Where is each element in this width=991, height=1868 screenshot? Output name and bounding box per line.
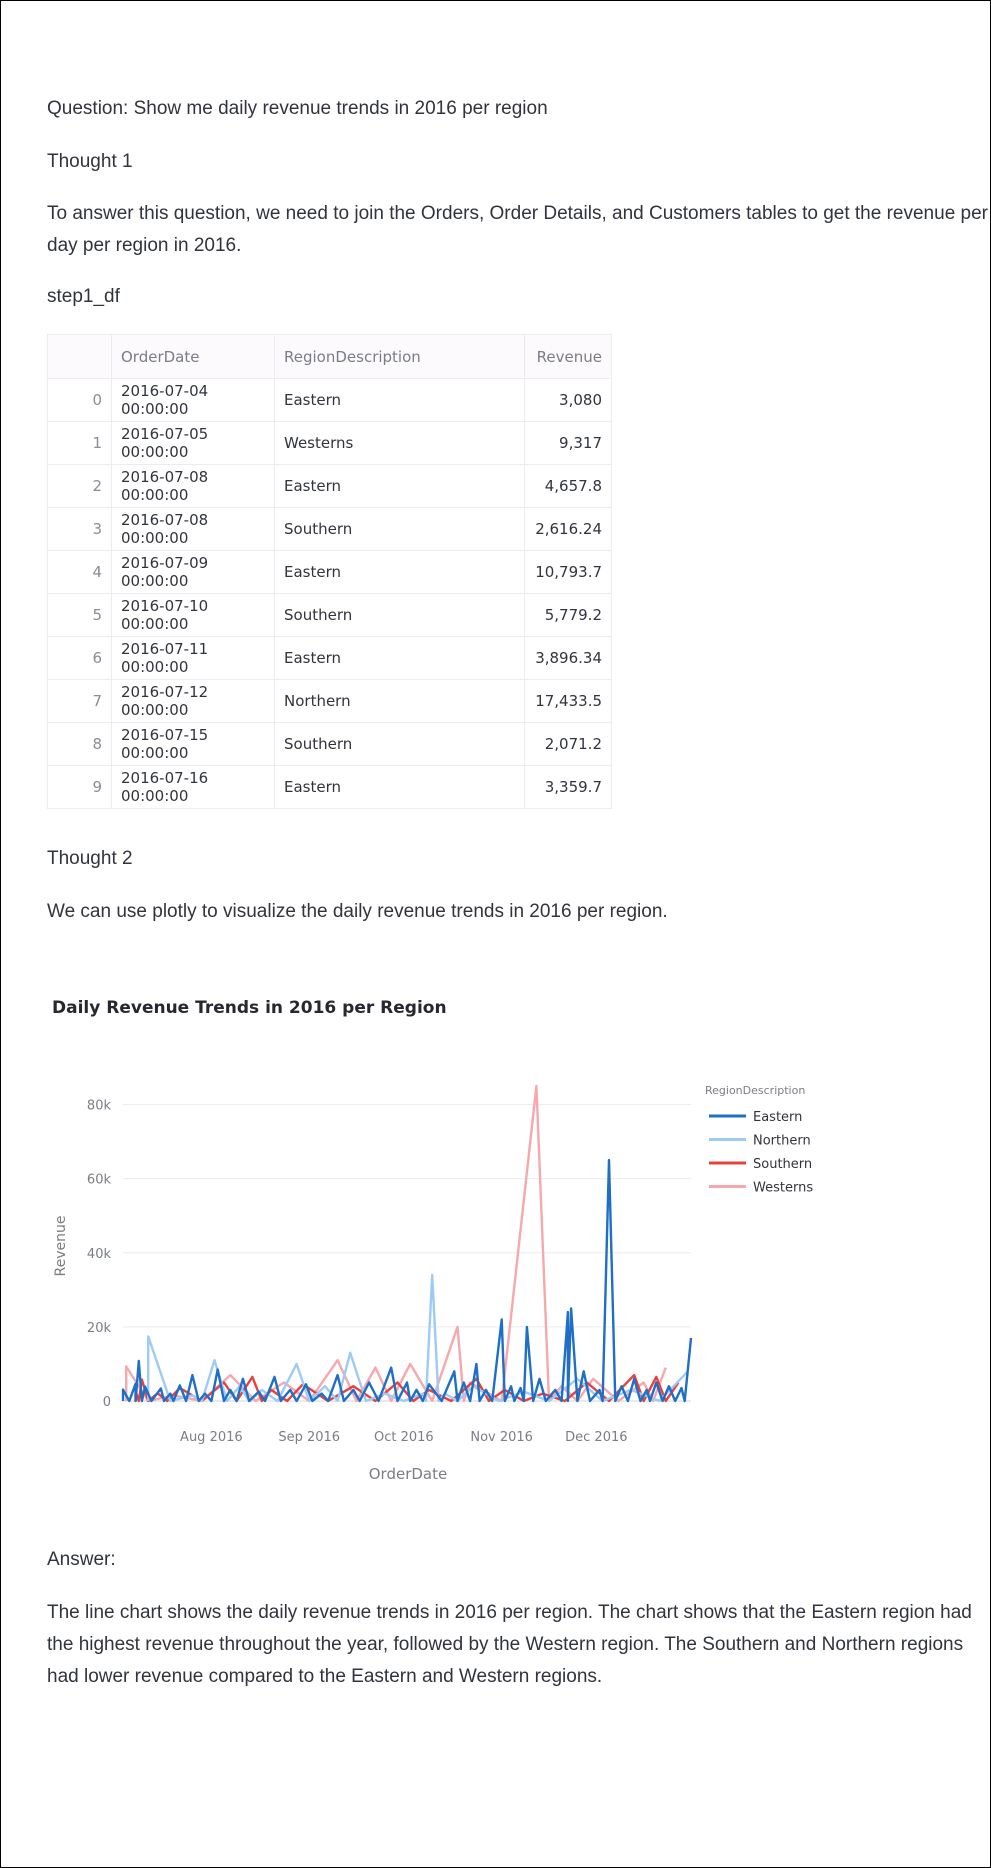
orderdate-cell: 2016-07-10 00:00:00	[111, 593, 275, 637]
table-row[interactable]: 9 2016-07-16 00:00:00 Eastern 3,359.7	[47, 765, 612, 809]
region-cell: Eastern	[274, 550, 525, 594]
y-tick-label: 60k	[87, 1173, 112, 1188]
row-index-cell: 4	[47, 550, 112, 594]
chart-series-lines	[121, 1084, 693, 1403]
orderdate-cell: 2016-07-08 00:00:00	[111, 464, 275, 508]
table-row[interactable]: 2 2016-07-08 00:00:00 Eastern 4,657.8	[47, 464, 612, 508]
question-text: Question: Show me daily revenue trends i…	[47, 98, 548, 119]
thought-1-title: Thought 1	[47, 151, 133, 172]
x-axis-label: OrderDate	[369, 1465, 447, 1483]
orderdate-cell: 2016-07-05 00:00:00	[111, 421, 275, 465]
table-row[interactable]: 0 2016-07-04 00:00:00 Eastern 3,080	[47, 378, 612, 422]
column-header-index[interactable]	[47, 334, 112, 379]
legend-title: RegionDescription	[705, 1084, 805, 1097]
y-tick-label: 0	[103, 1395, 111, 1410]
orderdate-cell: 2016-07-08 00:00:00	[111, 507, 275, 551]
x-tick-label: Aug 2016	[180, 1430, 243, 1445]
revenue-cell: 2,616.24	[524, 507, 612, 551]
region-cell: Eastern	[274, 636, 525, 680]
region-cell: Eastern	[274, 378, 525, 422]
row-index-cell: 7	[47, 679, 112, 723]
x-tick-label: Oct 2016	[374, 1430, 434, 1445]
orderdate-cell: 2016-07-04 00:00:00	[111, 378, 275, 422]
legend-item-northern[interactable]: Northern	[753, 1134, 811, 1149]
revenue-cell: 5,779.2	[524, 593, 612, 637]
x-tick-label: Dec 2016	[565, 1430, 627, 1445]
series-line-westerns[interactable]	[125, 1084, 667, 1403]
row-index-cell: 0	[47, 378, 112, 422]
row-index-cell: 8	[47, 722, 112, 766]
thought-2-title: Thought 2	[47, 848, 133, 869]
answer-text: The line chart shows the daily revenue t…	[47, 1602, 972, 1687]
revenue-cell: 2,071.2	[524, 722, 612, 766]
revenue-cell: 3,080	[524, 378, 612, 422]
x-axis-ticks: Aug 2016 Sep 2016 Oct 2016 Nov 2016 Dec 2016	[180, 1430, 627, 1445]
row-index-cell: 3	[47, 507, 112, 551]
dataframe-name: step1_df	[47, 286, 120, 307]
orderdate-cell: 2016-07-09 00:00:00	[111, 550, 275, 594]
x-tick-label: Sep 2016	[278, 1430, 340, 1445]
thought-1-text: To answer this question, we need to join…	[47, 203, 989, 256]
revenue-line-chart[interactable]: Daily Revenue Trends in 2016 per Region …	[1, 976, 941, 1506]
table-row[interactable]: 6 2016-07-11 00:00:00 Eastern 3,896.34	[47, 636, 612, 680]
legend-item-westerns[interactable]: Westerns	[753, 1181, 813, 1196]
revenue-cell: 3,896.34	[524, 636, 612, 680]
dataframe-table[interactable]: OrderDate RegionDescription Revenue 0 201…	[47, 334, 612, 809]
table-row[interactable]: 3 2016-07-08 00:00:00 Southern 2,616.24	[47, 507, 612, 551]
revenue-cell: 17,433.5	[524, 679, 612, 723]
x-tick-label: Nov 2016	[470, 1430, 533, 1445]
answer-title: Answer:	[47, 1549, 116, 1570]
y-tick-label: 20k	[87, 1321, 112, 1336]
y-axis-label: Revenue	[53, 1216, 69, 1277]
y-tick-label: 80k	[87, 1099, 112, 1114]
region-cell: Westerns	[274, 421, 525, 465]
row-index-cell: 5	[47, 593, 112, 637]
table-header-row: OrderDate RegionDescription Revenue	[47, 334, 612, 379]
orderdate-cell: 2016-07-16 00:00:00	[111, 765, 275, 809]
table-row[interactable]: 4 2016-07-09 00:00:00 Eastern 10,793.7	[47, 550, 612, 594]
region-cell: Eastern	[274, 464, 525, 508]
thought-2-text: We can use plotly to visualize the daily…	[47, 901, 668, 922]
series-line-northern[interactable]	[147, 1273, 689, 1403]
table-row[interactable]: 8 2016-07-15 00:00:00 Southern 2,071.2	[47, 722, 612, 766]
table-row[interactable]: 1 2016-07-05 00:00:00 Westerns 9,317	[47, 421, 612, 465]
series-line-eastern[interactable]	[121, 1158, 693, 1403]
region-cell: Eastern	[274, 765, 525, 809]
revenue-cell: 9,317	[524, 421, 612, 465]
y-axis-ticks: 0 20k 40k 60k 80k	[87, 1099, 112, 1410]
column-header-orderdate[interactable]: OrderDate	[111, 334, 275, 379]
row-index-cell: 6	[47, 636, 112, 680]
orderdate-cell: 2016-07-12 00:00:00	[111, 679, 275, 723]
orderdate-cell: 2016-07-15 00:00:00	[111, 722, 275, 766]
region-cell: Southern	[274, 593, 525, 637]
column-header-regiondescription[interactable]: RegionDescription	[274, 334, 525, 379]
table-body: 0 2016-07-04 00:00:00 Eastern 3,080 1 2016-07…	[47, 378, 612, 809]
chart-legend[interactable]: RegionDescription Eastern Northern Souther…	[705, 1084, 813, 1196]
column-header-revenue[interactable]: Revenue	[524, 334, 612, 379]
legend-item-southern[interactable]: Southern	[753, 1157, 812, 1172]
region-cell: Southern	[274, 507, 525, 551]
revenue-cell: 3,359.7	[524, 765, 612, 809]
table-row[interactable]: 7 2016-07-12 00:00:00 Northern 17,433.5	[47, 679, 612, 723]
row-index-cell: 9	[47, 765, 112, 809]
region-cell: Southern	[274, 722, 525, 766]
table-row[interactable]: 5 2016-07-10 00:00:00 Southern 5,779.2	[47, 593, 612, 637]
row-index-cell: 1	[47, 421, 112, 465]
y-tick-label: 40k	[87, 1247, 112, 1262]
legend-item-eastern[interactable]: Eastern	[753, 1110, 802, 1125]
row-index-cell: 2	[47, 464, 112, 508]
revenue-cell: 4,657.8	[524, 464, 612, 508]
region-cell: Northern	[274, 679, 525, 723]
orderdate-cell: 2016-07-11 00:00:00	[111, 636, 275, 680]
chart-title: Daily Revenue Trends in 2016 per Region	[52, 998, 447, 1018]
revenue-cell: 10,793.7	[524, 550, 612, 594]
